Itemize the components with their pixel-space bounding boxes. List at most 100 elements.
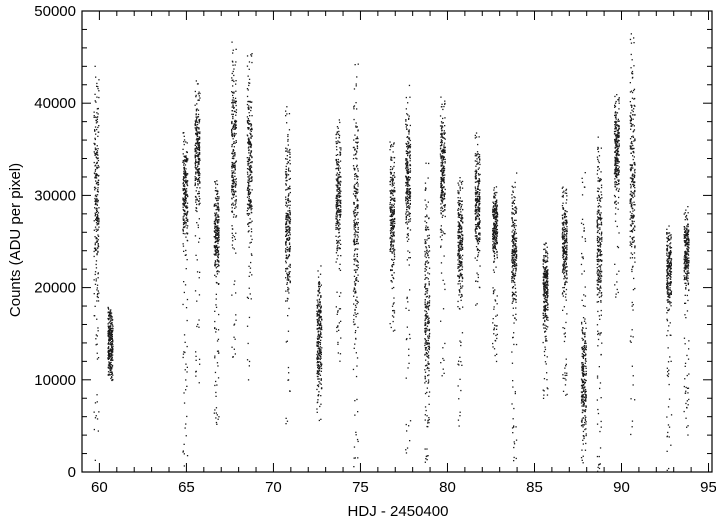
data-point [459, 225, 460, 226]
data-point [460, 209, 461, 210]
data-point [235, 169, 236, 170]
data-point [232, 144, 233, 145]
data-point [94, 207, 95, 208]
data-point [98, 330, 99, 331]
data-point [391, 225, 392, 226]
observation-night [405, 85, 411, 454]
data-point [110, 335, 111, 336]
data-point [215, 331, 216, 332]
data-point [108, 367, 109, 368]
data-point [461, 246, 462, 247]
data-point [427, 323, 428, 324]
data-point [233, 337, 234, 338]
data-point [409, 264, 410, 265]
data-point [409, 252, 410, 253]
data-point [407, 102, 408, 103]
data-point [424, 354, 425, 355]
data-points [94, 33, 690, 472]
data-point [215, 381, 216, 382]
data-point [354, 264, 355, 265]
data-point [441, 156, 442, 157]
data-point [394, 330, 395, 331]
data-point [290, 246, 291, 247]
data-point [460, 228, 461, 229]
data-point [94, 293, 95, 294]
data-point [355, 126, 356, 127]
data-point [336, 306, 337, 307]
data-point [320, 375, 321, 376]
data-point [250, 171, 251, 172]
data-point [218, 314, 219, 315]
data-point [338, 236, 339, 237]
data-point [232, 247, 233, 248]
data-point [289, 390, 290, 391]
data-point [444, 101, 445, 102]
data-point [217, 193, 218, 194]
data-point [248, 226, 249, 227]
data-point [195, 351, 196, 352]
data-point [444, 147, 445, 148]
data-point [494, 251, 495, 252]
data-point [394, 218, 395, 219]
data-point [513, 298, 514, 299]
data-point [184, 453, 185, 454]
data-point [198, 178, 199, 179]
observation-night [182, 132, 188, 467]
data-point [290, 219, 291, 220]
data-point [195, 124, 196, 125]
data-point [251, 179, 252, 180]
data-point [477, 241, 478, 242]
data-point [441, 150, 442, 151]
data-point [216, 245, 217, 246]
data-point [183, 173, 184, 174]
data-point [198, 156, 199, 157]
data-point [231, 77, 232, 78]
data-point [494, 193, 495, 194]
data-point [108, 351, 109, 352]
data-point [493, 238, 494, 239]
data-point [234, 165, 235, 166]
data-point [108, 347, 109, 348]
data-point [186, 217, 187, 218]
data-point [232, 229, 233, 230]
data-point [394, 272, 395, 273]
data-point [187, 367, 188, 368]
data-point [216, 212, 217, 213]
data-point [195, 149, 196, 150]
data-point [195, 127, 196, 128]
data-point [426, 204, 427, 205]
data-point [285, 224, 286, 225]
data-point [495, 209, 496, 210]
data-point [496, 186, 497, 187]
data-point [428, 383, 429, 384]
data-point [479, 167, 480, 168]
data-point [441, 179, 442, 180]
data-point [475, 235, 476, 236]
data-point [196, 204, 197, 205]
data-point [250, 235, 251, 236]
data-point [408, 143, 409, 144]
data-point [393, 233, 394, 234]
data-point [514, 441, 515, 442]
data-point [459, 256, 460, 257]
data-point [199, 95, 200, 96]
data-point [389, 204, 390, 205]
data-point [233, 97, 234, 98]
data-point [394, 235, 395, 236]
data-point [458, 294, 459, 295]
data-point [392, 288, 393, 289]
data-point [199, 175, 200, 176]
data-point [515, 186, 516, 187]
data-point [97, 358, 98, 359]
data-point [357, 176, 358, 177]
data-point [317, 294, 318, 295]
data-point [477, 186, 478, 187]
data-point [289, 152, 290, 153]
data-point [214, 254, 215, 255]
data-point [475, 231, 476, 232]
data-point [492, 228, 493, 229]
data-point [96, 229, 97, 230]
data-point [340, 244, 341, 245]
data-point [512, 191, 513, 192]
data-point [426, 313, 427, 314]
